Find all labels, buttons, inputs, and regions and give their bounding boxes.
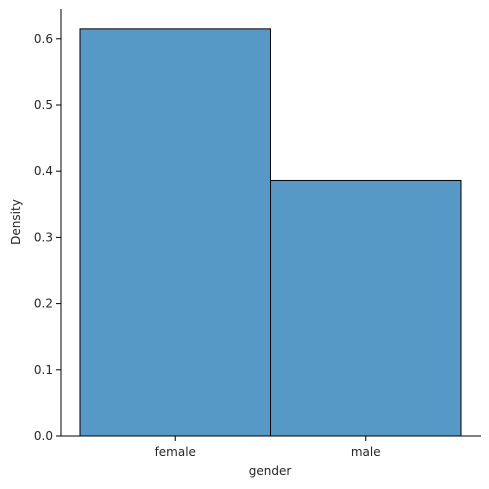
y-tick-label: 0.4 [34, 164, 53, 178]
y-ticks-group: 0.0 0.1 0.2 0.3 0.4 0.5 0.6 [34, 32, 61, 443]
bar-male [270, 179, 462, 437]
y-tick-label: 0.2 [34, 297, 53, 311]
x-tick-label-male: male [351, 445, 381, 459]
x-ticks-group: female male [155, 436, 381, 459]
x-axis-label: gender [249, 464, 292, 478]
x-tick-label-female: female [155, 445, 196, 459]
bar-female [79, 28, 271, 437]
bars-group [79, 28, 462, 437]
y-tick-label: 0.1 [34, 363, 53, 377]
y-tick-label: 0.0 [34, 429, 53, 443]
y-tick-label: 0.6 [34, 32, 53, 46]
y-tick-label: 0.5 [34, 98, 53, 112]
y-axis-label: Density [9, 199, 23, 245]
y-tick-label: 0.3 [34, 230, 53, 244]
